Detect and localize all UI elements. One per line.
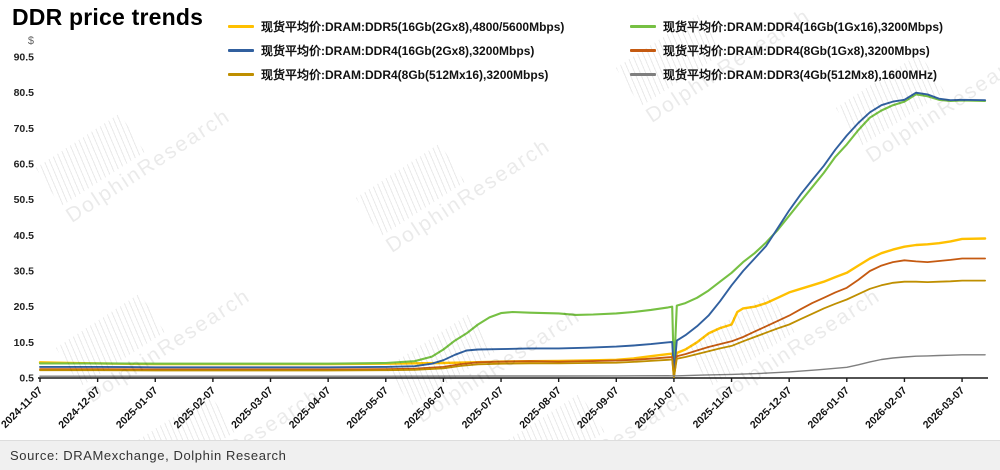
x-tick-label: 2025-01-07 (114, 385, 161, 432)
legend-item-2[interactable]: 现货平均价:DRAM:DDR4(16Gb(1Gx16),3200Mbps) (630, 18, 943, 35)
y-tick-label: 20.5 (14, 301, 35, 313)
series-line-5 (39, 279, 986, 379)
x-tick-label: 2025-12-07 (748, 385, 795, 432)
x-tick-label: 2025-03-07 (229, 385, 276, 432)
series-line-3 (39, 91, 987, 376)
y-tick-label: 40.5 (14, 230, 35, 242)
x-tick-label: 2026-02-07 (863, 385, 910, 432)
legend-label: 现货平均价:DRAM:DDR5(16Gb(2Gx8),4800/5600Mbps… (261, 20, 565, 34)
legend-marker (228, 49, 254, 52)
x-tick-label: 2026-03-07 (921, 385, 968, 432)
legend-item-4[interactable]: 现货平均价:DRAM:DDR4(8Gb(1Gx8),3200Mbps) (630, 42, 943, 59)
legend-label: 现货平均价:DRAM:DDR4(16Gb(2Gx8),3200Mbps) (261, 44, 535, 58)
legend-marker (630, 49, 656, 52)
y-tick-label: 70.5 (14, 123, 35, 135)
chart-title: DDR price trends (12, 4, 204, 30)
x-tick-label: 2025-10-07 (633, 385, 680, 432)
y-tick-label: 90.5 (14, 52, 35, 64)
y-tick-label: 50.5 (14, 194, 35, 206)
y-tick-label: 30.5 (14, 266, 35, 278)
source-bar: Source: DRAMexchange, Dolphin Research (0, 440, 1000, 470)
source-text: Source: DRAMexchange, Dolphin Research (10, 448, 287, 463)
y-tick-label: 0.5 (19, 373, 34, 385)
legend-item-5[interactable]: 现货平均价:DRAM:DDR4(8Gb(512Mx16),3200Mbps) (228, 66, 626, 83)
x-tick-label: 2025-11-07 (691, 385, 737, 431)
legend-label: 现货平均价:DRAM:DDR3(4Gb(512Mx8),1600MHz) (663, 68, 938, 82)
y-tick-label: 80.5 (14, 87, 35, 99)
x-tick-label: 2026-01-07 (805, 385, 852, 432)
legend-label: 现货平均价:DRAM:DDR4(8Gb(512Mx16),3200Mbps) (261, 68, 549, 82)
legend-item-3[interactable]: 现货平均价:DRAM:DDR4(16Gb(2Gx8),3200Mbps) (228, 42, 626, 59)
x-tick-label: 2024-11-07 (0, 385, 45, 431)
x-tick-label: 2025-08-07 (517, 385, 564, 432)
legend-marker (228, 25, 254, 28)
x-tick-label: 2025-09-07 (575, 385, 622, 432)
x-tick-label: 2025-05-07 (344, 385, 391, 432)
y-tick-label: 60.5 (14, 159, 35, 171)
legend-marker (630, 73, 656, 76)
legend-marker (228, 73, 254, 76)
series-line-6 (39, 354, 986, 377)
legend-item-6[interactable]: 现货平均价:DRAM:DDR3(4Gb(512Mx8),1600MHz) (630, 66, 943, 83)
chart-legend: 现货平均价:DRAM:DDR5(16Gb(2Gx8),4800/5600Mbps… (228, 18, 943, 83)
y-tick-label: 10.5 (14, 337, 35, 349)
series-line-2 (38, 93, 987, 374)
x-tick-label: 2025-06-07 (402, 385, 449, 432)
y-axis-unit-label: $ (28, 35, 34, 47)
legend-marker (630, 25, 656, 28)
x-tick-label: 2024-12-07 (56, 385, 103, 432)
legend-label: 现货平均价:DRAM:DDR4(8Gb(1Gx8),3200Mbps) (663, 44, 930, 58)
x-tick-label: 2025-07-07 (460, 385, 507, 432)
series-line-4 (39, 257, 986, 378)
x-tick-label: 2025-02-07 (172, 385, 219, 432)
legend-label: 现货平均价:DRAM:DDR4(16Gb(1Gx16),3200Mbps) (663, 20, 944, 34)
x-tick-label: 2025-04-07 (287, 385, 334, 432)
series-line-1 (38, 237, 987, 378)
legend-item-1[interactable]: 现货平均价:DRAM:DDR5(16Gb(2Gx8),4800/5600Mbps… (228, 18, 626, 35)
